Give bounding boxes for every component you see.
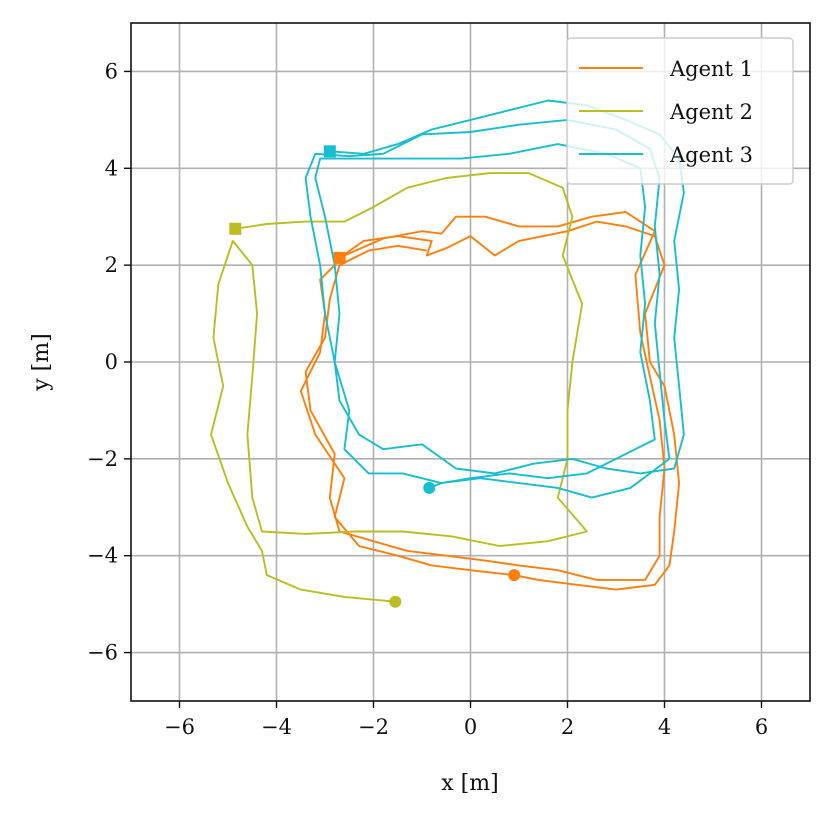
grid (131, 23, 810, 701)
ticks (124, 70, 763, 708)
x-tick-label: 4 (658, 715, 671, 739)
y-tick-label: 2 (105, 253, 118, 277)
y-tick-label: 4 (105, 156, 118, 180)
end-marker-agent-3 (423, 481, 436, 494)
y-tick-label: −4 (87, 544, 118, 568)
legend-label: Agent 3 (669, 143, 753, 167)
x-tick-label: −4 (261, 715, 292, 739)
y-tick-label: 6 (105, 59, 118, 83)
x-tick-label: −6 (164, 715, 195, 739)
legend-label: Agent 2 (669, 100, 753, 124)
end-marker-agent-1 (508, 569, 521, 582)
start-marker-agent-3 (323, 145, 336, 158)
y-tick-label: −2 (87, 447, 118, 471)
y-tick-label: −6 (87, 641, 118, 665)
legend-box (566, 37, 794, 185)
x-tick-label: −2 (358, 715, 389, 739)
x-tick-label: 2 (561, 715, 574, 739)
series-line-agent-2 (210, 172, 588, 603)
legend: Agent 1 Agent 2 Agent 3 (566, 37, 794, 185)
x-tick-label: 0 (464, 715, 477, 739)
y-axis-label: y [m] (29, 333, 54, 391)
x-tick-label: 6 (755, 715, 768, 739)
tick-labels: −6 −4 −2 0 2 4 6 −6 −4 −2 0 2 4 6 (87, 59, 768, 739)
series-line-agent-1 (299, 210, 681, 591)
start-marker-agent-2 (229, 222, 242, 235)
start-marker-agent-1 (333, 251, 346, 264)
markers-layer (229, 145, 521, 608)
x-axis-label: x [m] (441, 771, 498, 796)
y-tick-label: 0 (105, 350, 118, 374)
end-marker-agent-2 (389, 595, 402, 608)
legend-label: Agent 1 (669, 57, 753, 81)
